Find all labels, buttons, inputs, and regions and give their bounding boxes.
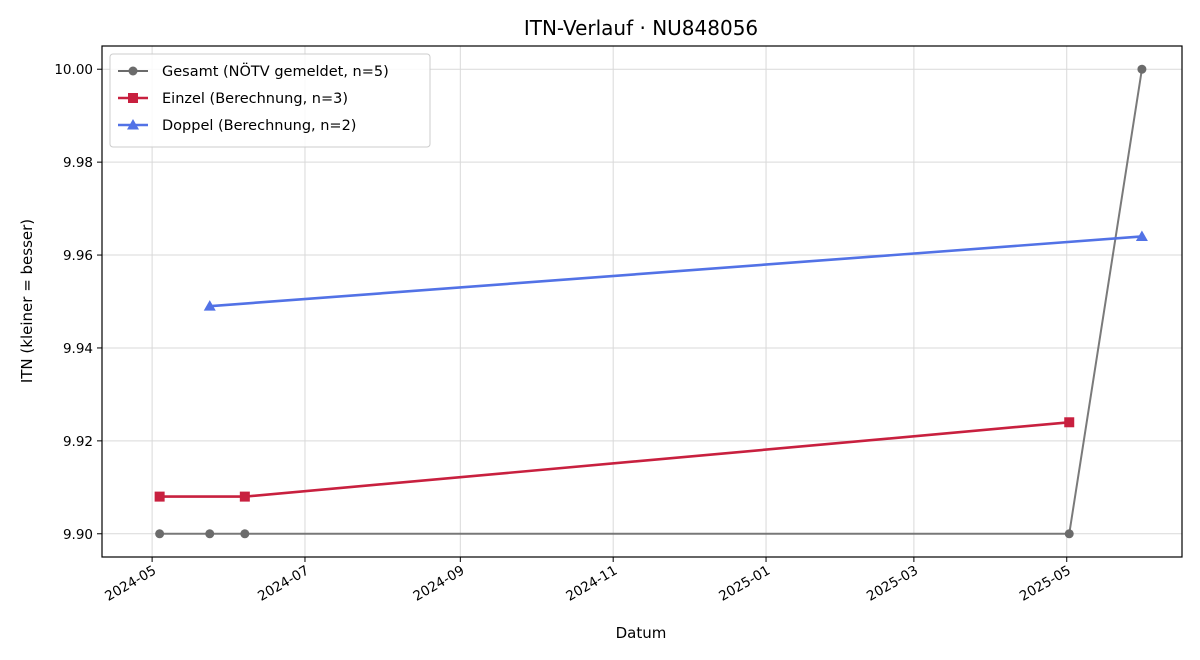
legend-label: Doppel (Berechnung, n=2) <box>162 118 356 134</box>
x-tick-label: 2024-07 <box>255 563 312 605</box>
data-point <box>155 529 165 539</box>
series-line <box>209 235 1143 308</box>
y-tick-label: 9.90 <box>63 527 93 543</box>
chart-title: ITN-Verlauf · NU848056 <box>524 16 758 40</box>
plot-frame <box>101 45 1183 558</box>
legend-label: Einzel (Berechnung, n=3) <box>162 91 348 107</box>
data-point <box>1064 529 1074 539</box>
series-square <box>154 417 1075 502</box>
series-circle <box>155 64 1147 539</box>
x-tick-label: 2025-01 <box>716 563 773 605</box>
legend-item: Doppel (Berechnung, n=2) <box>118 118 356 134</box>
x-tick-label: 2024-09 <box>410 563 467 605</box>
data-point <box>1135 230 1148 241</box>
y-tick-label: 10.00 <box>54 62 93 78</box>
y-axis-label: ITN (kleiner = besser) <box>18 219 36 383</box>
y-tick-label: 9.96 <box>63 248 93 264</box>
legend-label: Gesamt (NÖTV gemeldet, n=5) <box>162 62 389 80</box>
legend-item: Gesamt (NÖTV gemeldet, n=5) <box>118 62 389 80</box>
series-layer <box>154 64 1148 539</box>
legend-swatch-marker <box>127 119 139 130</box>
grid <box>102 46 1182 557</box>
y-tick-label: 9.98 <box>63 155 93 171</box>
data-point <box>1137 64 1147 74</box>
y-tick-label: 9.92 <box>63 434 93 450</box>
x-tick-label: 2024-05 <box>102 563 159 605</box>
data-point <box>205 529 215 539</box>
x-axis-label: Datum <box>616 624 667 642</box>
data-point <box>239 491 250 502</box>
legend-swatch-marker <box>128 93 138 103</box>
x-tick-label: 2024-11 <box>563 563 620 605</box>
legend: Gesamt (NÖTV gemeldet, n=5) Einzel (Berec… <box>109 53 431 148</box>
data-point <box>1064 417 1075 428</box>
legend-item: Einzel (Berechnung, n=3) <box>118 91 348 107</box>
data-point <box>154 491 165 502</box>
y-tick-label: 9.94 <box>63 341 93 357</box>
legend-swatch-marker <box>128 66 138 76</box>
legend-box <box>109 53 431 148</box>
data-point <box>240 529 250 539</box>
series-triangle <box>203 230 1148 311</box>
data-point <box>203 300 216 311</box>
x-tick-label: 2025-05 <box>1017 563 1074 605</box>
x-tick-label: 2025-03 <box>864 563 921 605</box>
series-line <box>159 420 1070 498</box>
